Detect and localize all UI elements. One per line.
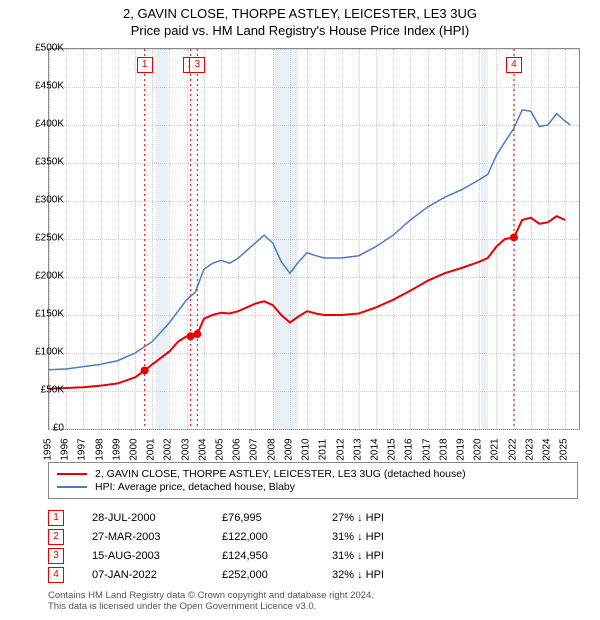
x-axis-label: 2010	[301, 438, 312, 460]
x-axis-label: 2002	[163, 438, 174, 460]
y-axis-label: £0	[20, 423, 64, 434]
x-axis-label: 2006	[232, 438, 243, 460]
x-axis-label: 2004	[197, 438, 208, 460]
x-axis-label: 1998	[94, 438, 105, 460]
table-marker-box: 2	[48, 529, 64, 545]
table-cell-date: 07-JAN-2022	[92, 569, 222, 581]
legend-row: HPI: Average price, detached house, Blab…	[57, 481, 569, 493]
x-axis-label: 2022	[507, 438, 518, 460]
x-axis-label: 2007	[249, 438, 260, 460]
x-axis-label: 2019	[455, 438, 466, 460]
x-axis-label: 2015	[387, 438, 398, 460]
x-axis-label: 2012	[335, 438, 346, 460]
x-axis-label: 1997	[77, 438, 88, 460]
table-marker-box: 4	[48, 567, 64, 583]
table-cell-date: 27-MAR-2003	[92, 531, 222, 543]
table-cell-price: £124,950	[222, 550, 332, 562]
chart-svg	[49, 49, 579, 429]
x-axis-label: 2001	[146, 438, 157, 460]
table-cell-date: 28-JUL-2000	[92, 512, 222, 524]
title-line-2: Price paid vs. HM Land Registry's House …	[0, 23, 600, 40]
legend-box: 2, GAVIN CLOSE, THORPE ASTLEY, LEICESTER…	[48, 462, 578, 499]
table-cell-price: £122,000	[222, 531, 332, 543]
y-axis-label: £450K	[20, 81, 64, 92]
sale-marker-box: 1	[137, 57, 153, 73]
legend-swatch	[57, 486, 87, 488]
table-row: 2 27-MAR-2003£122,00031% ↓ HPI	[48, 527, 578, 546]
x-axis-label: 2014	[369, 438, 380, 460]
table-row: 1 28-JUL-2000£76,99527% ↓ HPI	[48, 508, 578, 527]
y-axis-label: £350K	[20, 157, 64, 168]
x-axis-label: 2020	[473, 438, 484, 460]
table-cell-pct: 31% ↓ HPI	[332, 550, 432, 562]
x-axis-label: 2024	[542, 438, 553, 460]
sale-marker-point	[510, 233, 518, 241]
y-axis-label: £400K	[20, 119, 64, 130]
table-cell-pct: 32% ↓ HPI	[332, 569, 432, 581]
y-axis-label: £100K	[20, 347, 64, 358]
footer-line-1: Contains HM Land Registry data © Crown c…	[48, 590, 374, 601]
y-axis-label: £50K	[20, 385, 64, 396]
footer-attribution: Contains HM Land Registry data © Crown c…	[48, 590, 374, 613]
footer-line-2: This data is licensed under the Open Gov…	[48, 601, 374, 612]
sales-table: 1 28-JUL-2000£76,99527% ↓ HPI 2 27-MAR-2003…	[48, 508, 578, 584]
table-row: 4 07-JAN-2022£252,00032% ↓ HPI	[48, 565, 578, 584]
y-axis-label: £200K	[20, 271, 64, 282]
table-cell-pct: 31% ↓ HPI	[332, 531, 432, 543]
x-axis-label: 1999	[111, 438, 122, 460]
x-axis-label: 2025	[559, 438, 570, 460]
x-axis-label: 2023	[524, 438, 535, 460]
chart-plot-area: 1234	[48, 48, 580, 430]
sale-marker-box: 4	[506, 57, 522, 73]
y-axis-label: £500K	[20, 43, 64, 54]
sale-marker-point	[141, 366, 149, 374]
grid-line-h	[49, 429, 579, 430]
y-axis-label: £250K	[20, 233, 64, 244]
table-row: 3 15-AUG-2003£124,95031% ↓ HPI	[48, 546, 578, 565]
sale-marker-box: 3	[189, 57, 205, 73]
table-marker-box: 1	[48, 510, 64, 526]
x-axis-label: 2008	[266, 438, 277, 460]
title-line-1: 2, GAVIN CLOSE, THORPE ASTLEY, LEICESTER…	[0, 6, 600, 23]
x-axis-label: 2000	[129, 438, 140, 460]
series-line-hpi	[49, 110, 570, 370]
x-axis-label: 2018	[438, 438, 449, 460]
chart-title: 2, GAVIN CLOSE, THORPE ASTLEY, LEICESTER…	[0, 0, 600, 40]
legend-label: 2, GAVIN CLOSE, THORPE ASTLEY, LEICESTER…	[95, 468, 466, 480]
table-marker-box: 3	[48, 548, 64, 564]
x-axis-label: 1996	[60, 438, 71, 460]
x-axis-label: 2013	[352, 438, 363, 460]
y-axis-label: £300K	[20, 195, 64, 206]
x-axis-label: 1995	[43, 438, 54, 460]
legend-row: 2, GAVIN CLOSE, THORPE ASTLEY, LEICESTER…	[57, 468, 569, 480]
x-axis-label: 2009	[283, 438, 294, 460]
x-axis-label: 2011	[318, 439, 329, 461]
sale-marker-point	[193, 330, 201, 338]
series-line-price_paid	[49, 216, 565, 389]
x-axis-label: 2021	[490, 438, 501, 460]
legend-label: HPI: Average price, detached house, Blab…	[95, 481, 295, 493]
x-axis-label: 2017	[421, 438, 432, 460]
x-axis-label: 2003	[180, 438, 191, 460]
table-cell-date: 15-AUG-2003	[92, 550, 222, 562]
x-axis-label: 2005	[215, 438, 226, 460]
x-axis-label: 2016	[404, 438, 415, 460]
legend-swatch	[57, 473, 87, 475]
y-axis-label: £150K	[20, 309, 64, 320]
table-cell-price: £76,995	[222, 512, 332, 524]
table-cell-price: £252,000	[222, 569, 332, 581]
table-cell-pct: 27% ↓ HPI	[332, 512, 432, 524]
